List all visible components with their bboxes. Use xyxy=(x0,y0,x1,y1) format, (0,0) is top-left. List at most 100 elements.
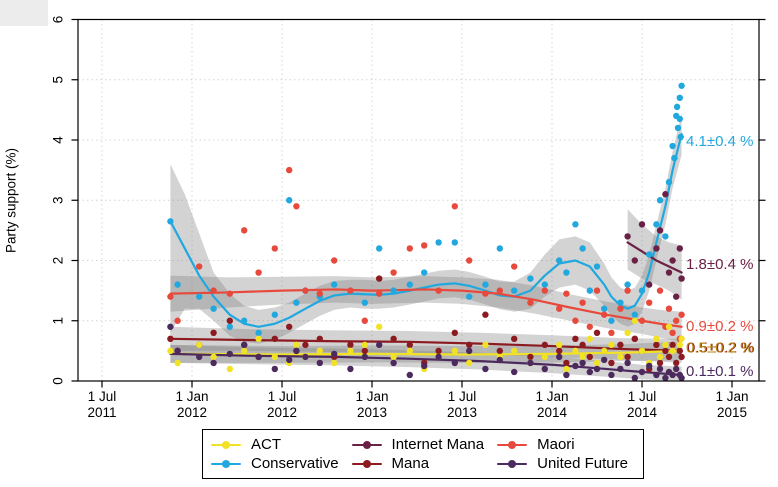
x-tick-label: 2015 xyxy=(717,405,747,420)
poll-point-conservative xyxy=(271,311,278,318)
poll-point-conservative xyxy=(593,263,601,270)
poll-point-united-future xyxy=(390,359,397,367)
poll-point-maori xyxy=(361,317,368,324)
poll-point-act xyxy=(466,359,473,367)
y-tick-label: 3 xyxy=(51,196,66,204)
poll-point-maori xyxy=(563,290,570,297)
poll-point-mana xyxy=(167,335,174,343)
legend-item-mana: Mana xyxy=(351,454,492,473)
legend-label: Mana xyxy=(391,455,430,472)
poll-point-conservative xyxy=(586,287,593,294)
poll-point-united-future xyxy=(563,371,570,379)
poll-point-act xyxy=(617,353,624,361)
poll-point-act xyxy=(226,365,233,373)
poll-point-act xyxy=(653,335,660,343)
poll-point-act xyxy=(316,347,323,355)
poll-point-maori xyxy=(624,287,631,294)
poll-point-united-future xyxy=(302,353,309,361)
poll-point-maori xyxy=(669,329,676,336)
poll-point-maori xyxy=(286,166,293,174)
poll-point-mana xyxy=(527,353,534,361)
poll-point-internet-mana xyxy=(631,257,638,264)
poll-point-maori xyxy=(665,305,673,312)
poll-point-act xyxy=(678,335,685,343)
poll-point-mana xyxy=(226,317,233,324)
poll-point-conservative xyxy=(617,299,624,306)
poll-point-mana xyxy=(376,275,383,282)
poll-point-act xyxy=(361,341,368,349)
poll-point-conservative xyxy=(673,103,681,111)
poll-point-united-future xyxy=(638,368,646,376)
poll-point-act xyxy=(482,341,489,349)
poll-point-act xyxy=(241,347,248,355)
final-value-label: 0.1±0.1 % xyxy=(686,363,753,380)
poll-point-act xyxy=(662,341,669,349)
poll-point-mana xyxy=(624,353,631,361)
poll-point-united-future xyxy=(271,365,278,373)
poll-point-conservative xyxy=(665,178,673,186)
final-value-label: 0.9±0.2 % xyxy=(686,318,753,335)
poll-point-mana xyxy=(466,341,473,349)
poll-point-maori xyxy=(572,317,579,324)
poll-point-united-future xyxy=(511,368,518,376)
poll-point-mana xyxy=(210,329,217,336)
poll-point-internet-mana xyxy=(624,233,631,240)
y-axis-title: Party support (%) xyxy=(3,147,19,254)
x-tick-label: 2011 xyxy=(87,405,116,420)
poll-point-conservative xyxy=(241,317,248,324)
poll-point-united-future xyxy=(286,356,293,364)
poll-point-mana xyxy=(586,353,593,361)
x-tick-label: 2013 xyxy=(357,405,387,420)
legend-item-united-future: United Future xyxy=(497,454,635,473)
poll-point-mana xyxy=(496,347,503,355)
poll-point-maori xyxy=(593,287,601,294)
poll-point-mana xyxy=(511,335,518,343)
poll-point-mana xyxy=(631,335,638,343)
x-tick-label: 1 Jul xyxy=(628,389,657,404)
legend-label: Conservative xyxy=(251,455,339,472)
poll-point-maori xyxy=(511,263,518,270)
poll-point-conservative xyxy=(361,299,368,306)
poll-point-internet-mana xyxy=(656,227,664,234)
legend-item-act: ACT xyxy=(211,435,346,454)
poll-point-act xyxy=(376,323,383,330)
poll-point-act xyxy=(631,317,638,324)
poll-point-mana xyxy=(608,359,615,367)
poll-point-act xyxy=(196,341,203,349)
poll-point-act xyxy=(624,329,631,336)
x-tick-label: 1 Jan xyxy=(715,389,748,404)
poll-point-act xyxy=(638,347,646,355)
poll-point-maori xyxy=(435,287,442,294)
poll-point-act xyxy=(511,347,518,355)
poll-point-conservative xyxy=(676,115,683,123)
legend-item-maori: Maori xyxy=(497,435,635,454)
poll-point-mana xyxy=(435,347,442,355)
poll-point-conservative xyxy=(196,293,203,300)
legend-label: Internet Mana xyxy=(391,436,485,453)
y-tick-label: 5 xyxy=(51,76,66,84)
poll-point-mana xyxy=(676,347,683,355)
poll-point-united-future xyxy=(293,347,300,355)
legend-label: ACT xyxy=(251,436,281,453)
poll-point-internet-mana xyxy=(662,191,669,198)
poll-point-maori xyxy=(390,269,397,276)
poll-point-maori xyxy=(376,290,383,297)
poll-point-united-future xyxy=(678,374,685,382)
poll-point-united-future xyxy=(226,350,233,358)
poll-point-internet-mana xyxy=(638,221,646,228)
poll-point-mana xyxy=(669,341,676,349)
poll-point-conservative xyxy=(646,251,653,258)
poll-point-maori xyxy=(174,317,181,324)
poll-point-mana xyxy=(678,353,685,361)
poll-point-united-future xyxy=(196,353,203,361)
poll-point-mana xyxy=(579,341,586,349)
x-tick-label: 1 Jul xyxy=(448,389,477,404)
united-future-key-icon xyxy=(497,459,528,469)
poll-point-united-future xyxy=(331,350,338,358)
poll-point-united-future xyxy=(466,347,473,355)
poll-point-united-future xyxy=(624,359,631,367)
confidence-band-maori xyxy=(170,275,682,342)
poll-point-conservative xyxy=(435,239,442,246)
poll-point-act xyxy=(293,341,300,349)
y-tick-label: 1 xyxy=(51,317,66,325)
